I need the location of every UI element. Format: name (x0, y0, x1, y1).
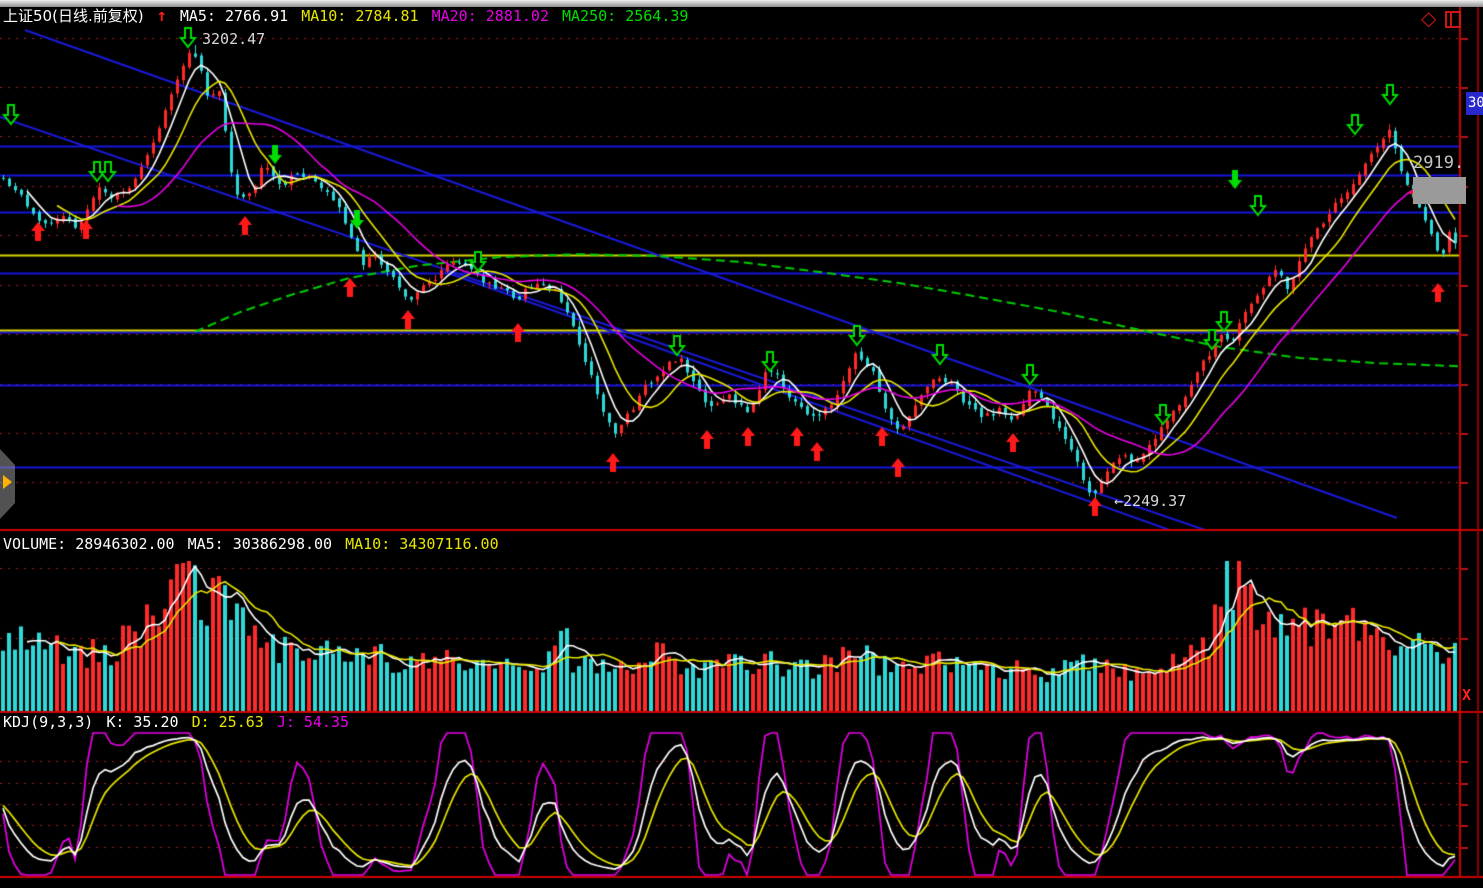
trough-price-label: ←2249.37 (1114, 492, 1187, 510)
flyout-handle[interactable] (0, 449, 15, 519)
window-layout-icon[interactable] (1445, 11, 1461, 28)
volume-header: VOLUME: 28946302.00 MA5: 30386298.00 MA1… (3, 534, 499, 554)
main-chart-header: 上证50(日线.前复权) ↑ MA5: 2766.91 MA10: 2784.8… (3, 6, 688, 26)
volume-label: VOLUME: 28946302.00 (3, 535, 175, 553)
up-arrow-icon: ↑ (156, 6, 167, 26)
ma10-label: MA10: 2784.81 (301, 7, 419, 25)
volume-ma10-label: MA10: 34307116.00 (345, 535, 499, 553)
axis-value-badge: 30 (1466, 92, 1483, 115)
kdj-header: KDJ(9,3,3) K: 35.20 D: 25.63 J: 54.35 (3, 712, 349, 732)
volume-ma5-label: MA5: 30386298.00 (187, 535, 333, 553)
kdj-d-label: D: 25.63 (191, 713, 264, 731)
ma20-label: MA20: 2881.02 (431, 7, 549, 25)
peak-price-label: 3202.47 (202, 30, 266, 48)
kdj-j-label: J: 54.35 (276, 713, 350, 731)
ma5-label: MA5: 2766.91 (179, 7, 289, 25)
price-tag-box (1413, 177, 1466, 204)
indicator-close-button[interactable]: X (1462, 686, 1472, 704)
window-layout-icon-pane (1450, 13, 1452, 26)
flyout-arrow-icon (3, 475, 12, 489)
symbol-title: 上证50(日线.前复权) (3, 7, 144, 25)
titlebar-strip (0, 0, 1483, 7)
diamond-icon[interactable]: ◇ (1421, 6, 1437, 30)
current-price-tag: 2919. (1413, 153, 1465, 173)
kdj-title: KDJ(9,3,3) (3, 713, 94, 731)
ma250-label: MA250: 2564.39 (562, 7, 689, 25)
kdj-k-label: K: 35.20 (106, 713, 179, 731)
